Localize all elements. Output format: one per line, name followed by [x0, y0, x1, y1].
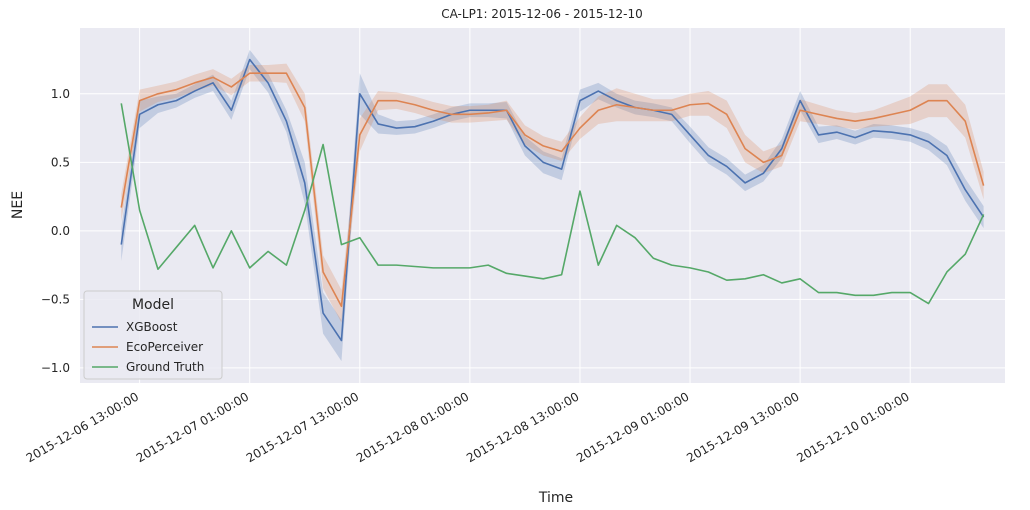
- legend-title: Model: [132, 297, 174, 313]
- x-tick-label: 2015-12-09 01:00:00: [574, 389, 691, 465]
- x-tick-label: 2015-12-10 01:00:00: [794, 389, 911, 465]
- chart-title: CA-LP1: 2015-12-06 - 2015-12-10: [441, 7, 643, 21]
- plot-background: [80, 28, 1005, 383]
- y-tick-label: −0.5: [41, 292, 70, 306]
- legend-label: EcoPerceiver: [126, 340, 203, 354]
- x-tick-label: 2015-12-07 13:00:00: [244, 389, 361, 465]
- x-tick-label: 2015-12-06 13:00:00: [24, 389, 141, 465]
- series-line: [120, 72, 985, 308]
- legend: Model XGBoost EcoPerceiver Ground Truth: [83, 290, 223, 380]
- y-axis-label: NEE: [10, 191, 26, 219]
- legend-label: XGBoost: [126, 320, 178, 334]
- x-tick-label: 2015-12-09 13:00:00: [684, 389, 801, 465]
- x-tick-label: 2015-12-07 01:00:00: [134, 389, 251, 465]
- confidence-band: [121, 49, 984, 362]
- legend-box: [83, 290, 223, 380]
- y-tick-label: 1.0: [51, 87, 70, 101]
- x-axis-label: Time: [538, 490, 573, 506]
- series-line: [120, 103, 985, 305]
- y-tick-label: 0.0: [51, 224, 70, 238]
- y-tick-label: −1.0: [41, 361, 70, 375]
- x-tick-label: 2015-12-08 13:00:00: [464, 389, 581, 465]
- x-tick-label: 2015-12-08 01:00:00: [354, 389, 471, 465]
- legend-label: Ground Truth: [126, 360, 204, 374]
- series-line: [120, 58, 985, 342]
- y-tick-label: 0.5: [51, 155, 70, 169]
